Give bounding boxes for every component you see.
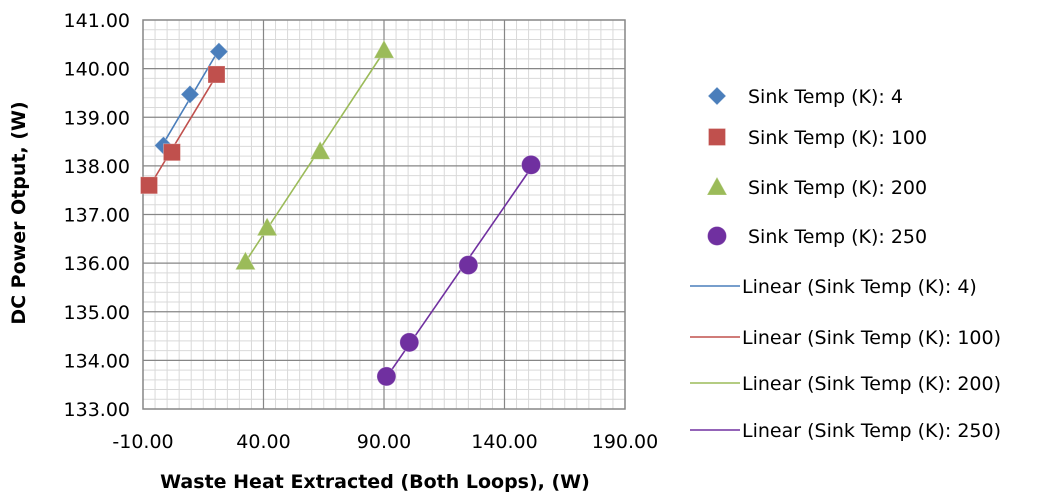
legend-marker-diamond	[707, 86, 727, 106]
trend-lines	[148, 49, 532, 378]
y-tick-label: 135.00	[64, 302, 130, 324]
data-point-triangle	[373, 39, 395, 59]
y-tick-label: 136.00	[64, 253, 130, 275]
data-point-circle	[376, 366, 397, 387]
legend-label: Sink Temp (K): 4	[748, 86, 903, 108]
x-tick-label: 140.00	[471, 431, 537, 453]
data-point-circle	[458, 255, 479, 275]
data-point-square	[140, 176, 158, 195]
legend-label: Linear (Sink Temp (K): 100)	[742, 327, 1001, 349]
x-axis-ticks: -10.00 40.00 90.00 140.00 190.00	[112, 431, 658, 453]
legend-label: Sink Temp (K): 100	[748, 127, 927, 149]
legend: Sink Temp (K): 4 Sink Temp (K): 100 Sink T…	[690, 86, 1001, 442]
x-tick-label: -10.00	[112, 431, 173, 453]
data-point-triangle	[309, 140, 331, 160]
data-point-triangle	[256, 216, 278, 237]
legend-label: Linear (Sink Temp (K): 4)	[742, 276, 977, 298]
data-point-square	[207, 65, 226, 84]
y-tick-label: 137.00	[64, 205, 130, 227]
legend-label: Linear (Sink Temp (K): 250)	[742, 420, 1001, 442]
y-tick-label: 139.00	[64, 107, 130, 129]
plot-area-frame	[142, 19, 626, 410]
y-tick-label: 134.00	[64, 350, 130, 372]
legend-marker-square	[708, 128, 726, 146]
x-tick-label: 190.00	[592, 431, 658, 453]
data-point-diamond	[180, 84, 200, 104]
data-point-diamond	[209, 42, 229, 62]
y-tick-label: 140.00	[64, 59, 130, 81]
x-axis-title: Waste Heat Extracted (Both Loops), (W)	[160, 471, 590, 493]
y-tick-label: 141.00	[64, 10, 130, 32]
legend-marker-triangle	[706, 176, 728, 196]
x-tick-label: 90.00	[357, 431, 411, 453]
data-point-circle	[521, 155, 541, 175]
y-tick-label: 133.00	[64, 399, 130, 421]
data-point-circle	[399, 332, 420, 353]
trendline	[148, 75, 218, 188]
legend-label: Linear (Sink Temp (K): 200)	[742, 373, 1001, 395]
legend-label: Sink Temp (K): 250	[748, 226, 927, 248]
legend-marker-circle	[707, 226, 727, 246]
y-tick-label: 138.00	[64, 156, 130, 178]
legend-label: Sink Temp (K): 200	[748, 177, 927, 199]
y-axis-ticks: 133.00 134.00 135.00 136.00 137.00 138.00 139.…	[64, 10, 130, 421]
x-tick-label: 40.00	[236, 431, 290, 453]
data-markers	[140, 39, 541, 387]
y-axis-title: DC Power Otput, (W)	[8, 101, 30, 324]
data-point-triangle	[234, 250, 257, 271]
data-point-square	[163, 143, 181, 162]
